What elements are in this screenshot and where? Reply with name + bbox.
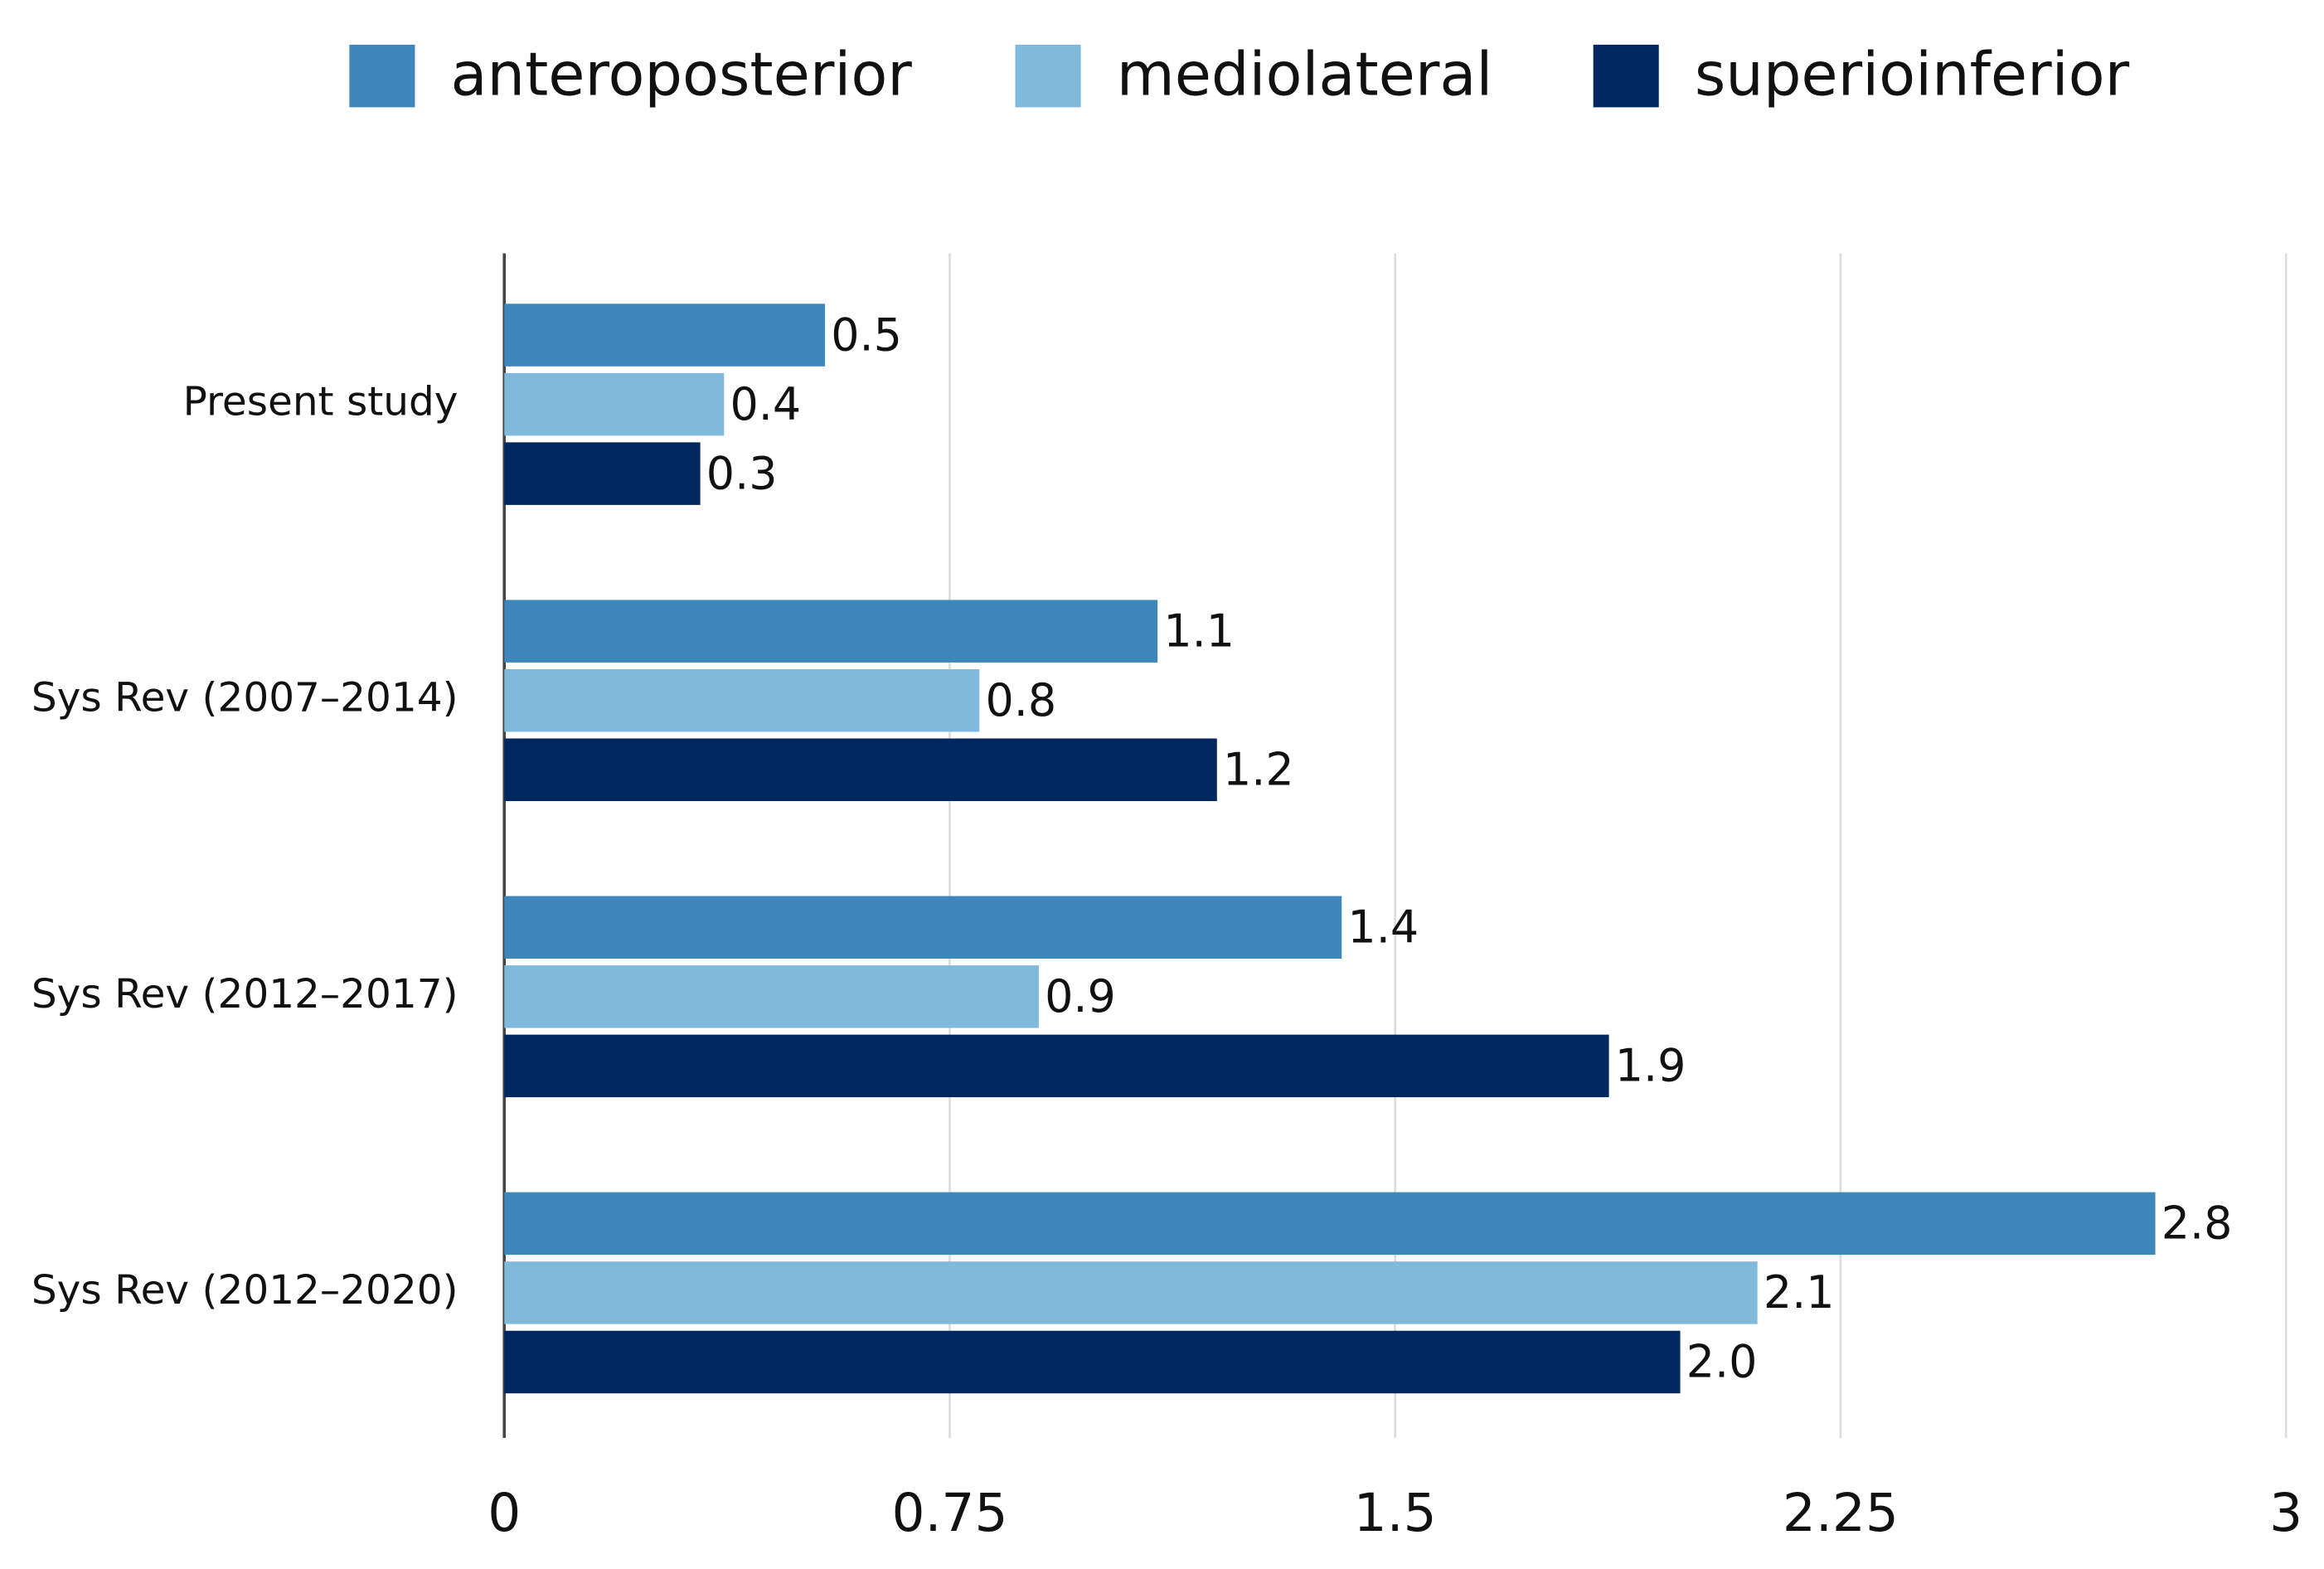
legend-label: superioinferior	[1695, 40, 2130, 109]
value-label: 2.1	[1764, 1266, 1835, 1319]
bar	[504, 896, 1342, 959]
y-tick-label: Sys Rev (2007–2014)	[32, 675, 458, 721]
legend-swatch	[349, 44, 415, 108]
value-label: 1.2	[1223, 743, 1294, 795]
bar	[504, 965, 1039, 1028]
legend-label: mediolateral	[1117, 40, 1493, 109]
value-label: 2.8	[2161, 1197, 2233, 1250]
bar	[504, 1261, 1758, 1324]
x-tick-label: 0	[488, 1483, 521, 1543]
value-label: 1.1	[1163, 605, 1235, 657]
legend-label: anteroposterior	[451, 40, 913, 109]
value-label: 0.5	[831, 308, 902, 361]
value-label: 2.0	[1686, 1336, 1758, 1388]
bar	[504, 1330, 1681, 1394]
value-label: 1.4	[1347, 901, 1419, 953]
bar	[504, 1192, 2156, 1256]
bar	[504, 738, 1217, 801]
y-tick-label: Sys Rev (2012–2017)	[32, 971, 458, 1018]
bar	[504, 1034, 1609, 1098]
bar	[504, 442, 701, 505]
value-label: 1.9	[1615, 1040, 1686, 1092]
x-tick-label: 3	[2269, 1483, 2302, 1543]
legend-swatch	[1015, 44, 1081, 108]
legend-swatch	[1593, 44, 1659, 108]
x-tick-label: 0.75	[891, 1483, 1007, 1543]
y-tick-label: Present study	[183, 379, 458, 425]
value-label: 0.3	[706, 447, 778, 499]
value-label: 0.4	[730, 378, 801, 430]
x-tick-label: 1.5	[1354, 1483, 1437, 1543]
y-tick-label: Sys Rev (2012–2020)	[32, 1267, 458, 1314]
bar	[504, 668, 980, 732]
value-label: 0.8	[985, 674, 1056, 726]
bar	[504, 372, 725, 436]
bar	[504, 600, 1158, 663]
x-tick-label: 2.25	[1783, 1483, 1899, 1543]
bar	[504, 304, 826, 367]
value-label: 0.9	[1045, 970, 1116, 1023]
